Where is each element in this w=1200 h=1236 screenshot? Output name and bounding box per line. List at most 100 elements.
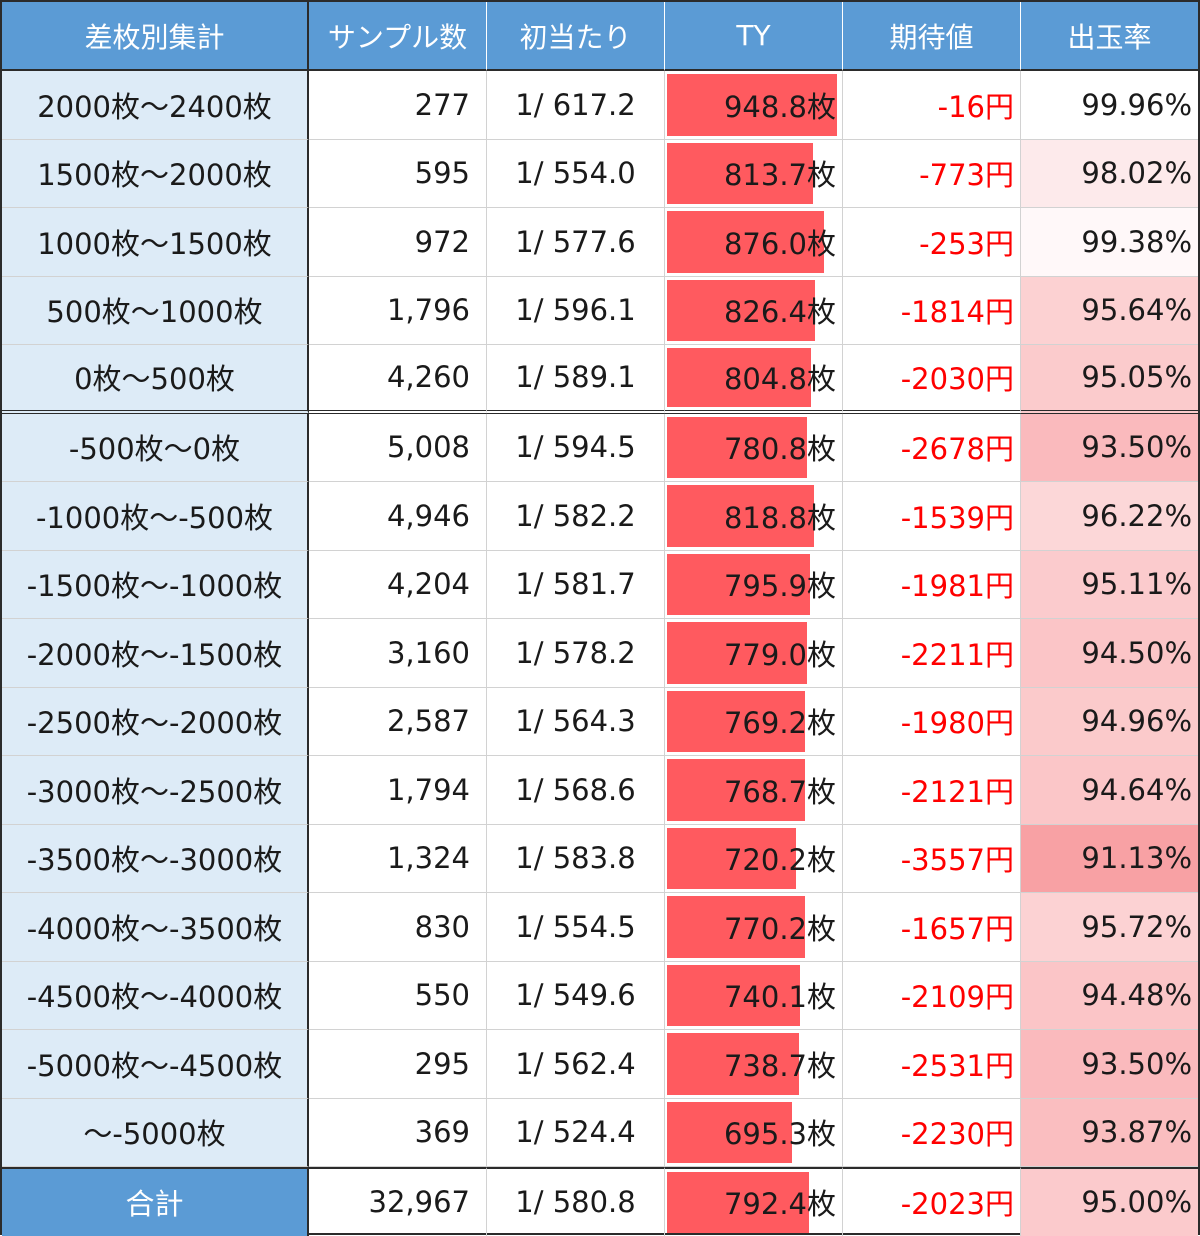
expected-value-cell: -253円 bbox=[843, 208, 1021, 277]
table-row: -500枚～0枚 5,008 1/ 594.5 780.8枚 -2678円 93.50% bbox=[2, 413, 1198, 482]
ty-value: 826.4枚 bbox=[723, 295, 836, 330]
total-row: 合計 32,967 1/ 580.8 792.4枚 -2023円 95.00% bbox=[2, 1167, 1198, 1236]
header-row: 差枚別集計 サンプル数 初当たり TY 期待値 出玉率 bbox=[2, 2, 1198, 71]
ty-value: 738.7枚 bbox=[723, 1048, 836, 1083]
table-row: -2500枚～-2000枚 2,587 1/ 564.3 769.2枚 -1980円 94… bbox=[2, 687, 1198, 756]
samples-cell: 277 bbox=[309, 71, 487, 140]
ty-cell: 792.4枚 bbox=[665, 1167, 843, 1236]
ty-value: 779.0枚 bbox=[723, 637, 836, 672]
diff-range-cell: 500枚～1000枚 bbox=[2, 276, 309, 345]
samples-cell: 32,967 bbox=[309, 1167, 487, 1236]
ty-bar bbox=[667, 142, 813, 204]
ty-cell: 768.7枚 bbox=[665, 756, 843, 825]
ty-cell: 876.0枚 bbox=[665, 208, 843, 277]
ty-bar bbox=[667, 964, 800, 1026]
total-label: 合計 bbox=[2, 1167, 309, 1236]
ty-bar bbox=[667, 827, 796, 889]
expected-value-cell: -1539円 bbox=[843, 482, 1021, 551]
diff-range-cell: -500枚～0枚 bbox=[2, 413, 309, 482]
ty-cell: 948.8枚 bbox=[665, 71, 843, 140]
expected-value-cell: -2121円 bbox=[843, 756, 1021, 825]
expected-value-cell: -2211円 bbox=[843, 619, 1021, 688]
table-row: 500枚～1000枚 1,796 1/ 596.1 826.4枚 -1814円 95.64… bbox=[2, 276, 1198, 345]
payout-rate-cell: 99.38% bbox=[1021, 208, 1198, 277]
first-hit-cell: 1/ 554.5 bbox=[487, 893, 665, 962]
first-hit-cell: 1/ 581.7 bbox=[487, 550, 665, 619]
samples-cell: 369 bbox=[309, 1098, 487, 1167]
first-hit-cell: 1/ 562.4 bbox=[487, 1030, 665, 1099]
payout-rate-cell: 93.50% bbox=[1021, 413, 1198, 482]
diff-range-cell: -2000枚～-1500枚 bbox=[2, 619, 309, 688]
diff-range-cell: -5000枚～-4500枚 bbox=[2, 1030, 309, 1099]
ty-cell: 769.2枚 bbox=[665, 687, 843, 756]
ty-value: 792.4枚 bbox=[723, 1187, 836, 1222]
samples-cell: 1,324 bbox=[309, 824, 487, 893]
samples-cell: 550 bbox=[309, 961, 487, 1030]
first-hit-cell: 1/ 554.0 bbox=[487, 139, 665, 208]
expected-value-cell: -2531円 bbox=[843, 1030, 1021, 1099]
table-row: ～-5000枚 369 1/ 524.4 695.3枚 -2230円 93.87% bbox=[2, 1098, 1198, 1167]
header-payout-rate: 出玉率 bbox=[1021, 2, 1198, 71]
ty-bar bbox=[667, 485, 814, 547]
ty-cell: 770.2枚 bbox=[665, 893, 843, 962]
samples-cell: 830 bbox=[309, 893, 487, 962]
header-first-hit: 初当たり bbox=[487, 2, 665, 71]
diff-range-cell: -3500枚～-3000枚 bbox=[2, 824, 309, 893]
ty-cell: 738.7枚 bbox=[665, 1030, 843, 1099]
ty-cell: 818.8枚 bbox=[665, 482, 843, 551]
ty-bar bbox=[667, 1172, 809, 1233]
samples-cell: 1,796 bbox=[309, 276, 487, 345]
ty-cell: 740.1枚 bbox=[665, 961, 843, 1030]
expected-value-cell: -1980円 bbox=[843, 687, 1021, 756]
ty-value: 813.7枚 bbox=[723, 158, 836, 193]
ty-value: 740.1枚 bbox=[723, 980, 836, 1015]
ty-bar bbox=[667, 896, 805, 958]
diff-range-cell: 1000枚～1500枚 bbox=[2, 208, 309, 277]
expected-value-cell: -2678円 bbox=[843, 413, 1021, 482]
ty-value: 768.7枚 bbox=[723, 774, 836, 809]
samples-cell: 2,587 bbox=[309, 687, 487, 756]
payout-rate-cell: 95.72% bbox=[1021, 893, 1198, 962]
samples-cell: 4,946 bbox=[309, 482, 487, 551]
first-hit-cell: 1/ 568.6 bbox=[487, 756, 665, 825]
table-row: 1000枚～1500枚 972 1/ 577.6 876.0枚 -253円 99.38% bbox=[2, 208, 1198, 277]
header-samples: サンプル数 bbox=[309, 2, 487, 71]
samples-cell: 3,160 bbox=[309, 619, 487, 688]
diff-range-cell: -1000枚～-500枚 bbox=[2, 482, 309, 551]
diff-range-cell: -4000枚～-3500枚 bbox=[2, 893, 309, 962]
diff-range-cell: -4500枚～-4000枚 bbox=[2, 961, 309, 1030]
first-hit-cell: 1/ 596.1 bbox=[487, 276, 665, 345]
table-row: -3500枚～-3000枚 1,324 1/ 583.8 720.2枚 -3557円 91… bbox=[2, 824, 1198, 893]
ty-cell: 804.8枚 bbox=[665, 345, 843, 414]
first-hit-cell: 1/ 578.2 bbox=[487, 619, 665, 688]
header-expected-value: 期待値 bbox=[843, 2, 1021, 71]
ty-cell: 780.8枚 bbox=[665, 413, 843, 482]
samples-cell: 4,204 bbox=[309, 550, 487, 619]
first-hit-cell: 1/ 617.2 bbox=[487, 71, 665, 140]
expected-value-cell: -3557円 bbox=[843, 824, 1021, 893]
diff-range-cell: 0枚～500枚 bbox=[2, 345, 309, 414]
first-hit-cell: 1/ 549.6 bbox=[487, 961, 665, 1030]
diff-range-cell: 1500枚～2000枚 bbox=[2, 139, 309, 208]
expected-value-cell: -2109円 bbox=[843, 961, 1021, 1030]
samples-cell: 295 bbox=[309, 1030, 487, 1099]
diff-range-cell: -1500枚～-1000枚 bbox=[2, 550, 309, 619]
expected-value-cell: -773円 bbox=[843, 139, 1021, 208]
samples-cell: 1,794 bbox=[309, 756, 487, 825]
first-hit-cell: 1/ 582.2 bbox=[487, 482, 665, 551]
table-row: 2000枚～2400枚 277 1/ 617.2 948.8枚 -16円 99.96% bbox=[2, 71, 1198, 140]
ty-bar bbox=[667, 1033, 799, 1095]
payout-rate-cell: 94.96% bbox=[1021, 687, 1198, 756]
expected-value-cell: -2023円 bbox=[843, 1167, 1021, 1236]
ty-cell: 826.4枚 bbox=[665, 276, 843, 345]
ty-value: 948.8枚 bbox=[723, 89, 836, 124]
ty-cell: 720.2枚 bbox=[665, 824, 843, 893]
diff-range-cell: -3000枚～-2500枚 bbox=[2, 756, 309, 825]
first-hit-cell: 1/ 580.8 bbox=[487, 1167, 665, 1236]
table-row: -1000枚～-500枚 4,946 1/ 582.2 818.8枚 -1539円 96.… bbox=[2, 482, 1198, 551]
ty-bar bbox=[667, 553, 810, 615]
ty-value: 769.2枚 bbox=[723, 706, 836, 741]
table-row: -2000枚～-1500枚 3,160 1/ 578.2 779.0枚 -2211円 94… bbox=[2, 619, 1198, 688]
diff-range-cell: ～-5000枚 bbox=[2, 1098, 309, 1167]
